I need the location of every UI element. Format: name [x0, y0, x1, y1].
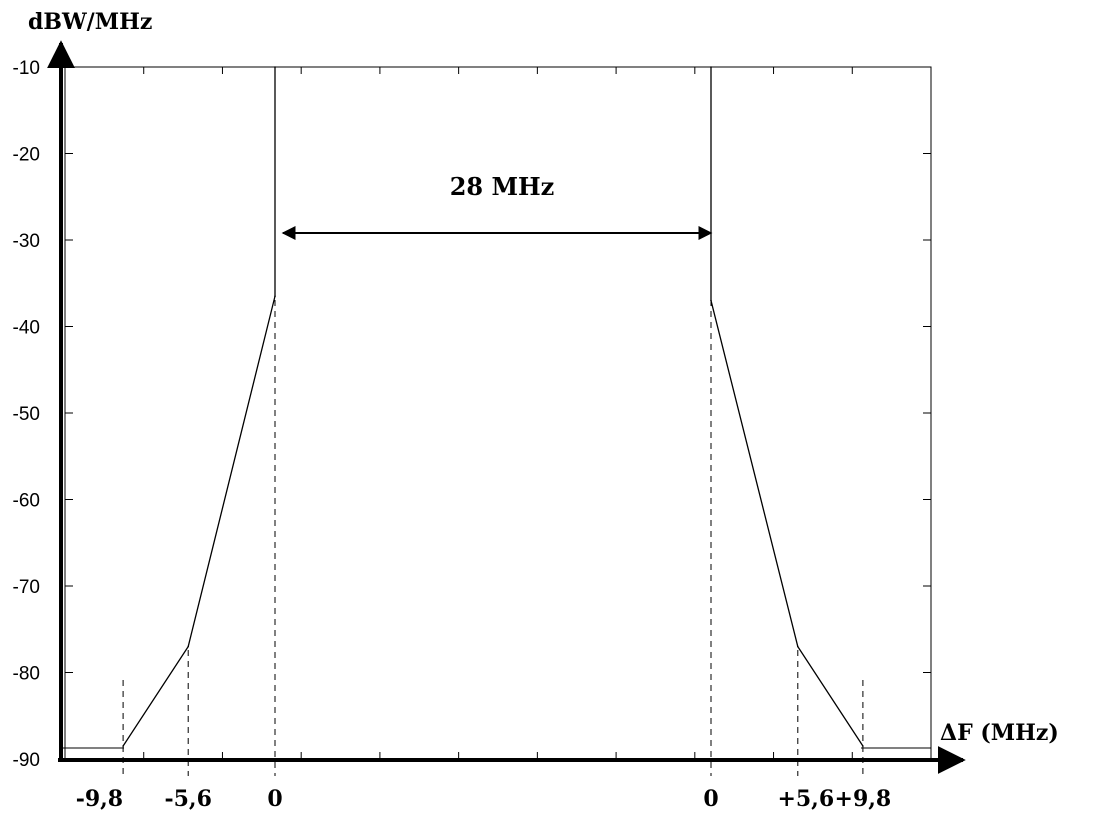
plot-frame	[64, 66, 932, 760]
mask-point	[710, 66, 712, 68]
y-tick-label: -30	[13, 231, 40, 252]
x-marker-label: -9,8	[76, 786, 123, 812]
mask-point	[274, 66, 276, 68]
mask-line	[710, 67, 864, 747]
y-tick-label: -10	[13, 58, 40, 79]
mask-point	[797, 645, 799, 648]
mask-point	[274, 295, 276, 298]
y-tick-label: -80	[13, 664, 40, 685]
y-tick-label: -40	[13, 318, 40, 339]
mask-series	[122, 66, 864, 747]
x-marker-label: +5,6	[777, 786, 834, 812]
x-marker-labels: -9,8 -5,6 0 0 +5,6 +9,8	[76, 786, 892, 812]
y-tick-label: -90	[13, 750, 40, 771]
x-marker-label: 0	[703, 786, 718, 812]
y-tick-label: -50	[13, 404, 40, 425]
y-axis-label: dBW/MHz	[28, 9, 152, 35]
mask-point	[122, 745, 124, 747]
x-axis-label: ΔF (MHz)	[940, 720, 1059, 746]
y-ticks: -10 -20 -30 -40 -50 -60 -70 -80 -90	[13, 58, 931, 771]
y-tick-label: -60	[13, 491, 40, 512]
mask-point	[862, 745, 864, 747]
mask-point	[710, 299, 712, 302]
y-tick-label: -20	[13, 145, 40, 166]
spacing-annotation: 28 MHz	[450, 172, 555, 201]
y-tick-label: -70	[13, 577, 40, 598]
x-minor-ticks	[143, 67, 853, 759]
x-marker-label: -5,6	[164, 786, 211, 812]
frequency-marker-lines	[122, 300, 864, 776]
x-marker-label: +9,8	[835, 786, 892, 812]
x-marker-label: 0	[267, 786, 282, 812]
mask-point	[187, 645, 189, 648]
mask-line	[122, 67, 276, 747]
